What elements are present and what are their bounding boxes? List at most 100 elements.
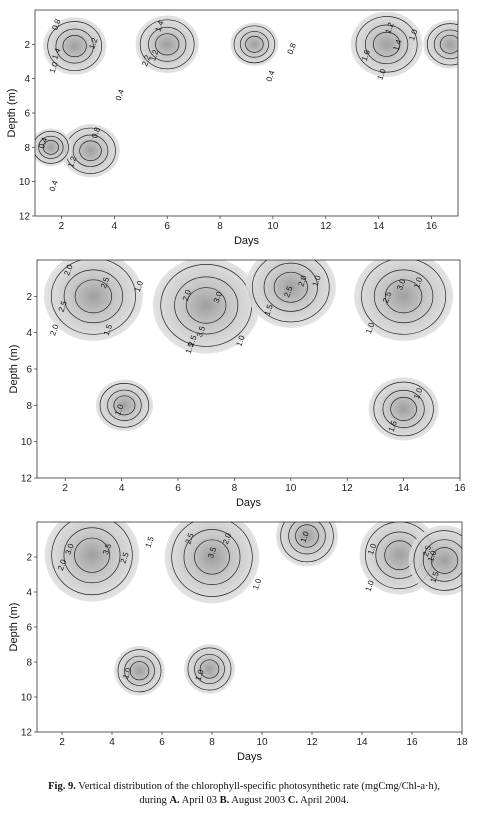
caption-prefix: during xyxy=(139,795,167,806)
contour-value-label: 1.0 xyxy=(251,577,263,591)
contour-value-label: 3.0 xyxy=(395,277,407,291)
contour-value-label: 3.0 xyxy=(64,542,76,556)
contour-line xyxy=(183,529,241,585)
x-tick-label: 8 xyxy=(209,737,215,748)
x-tick-label: 14 xyxy=(356,737,368,748)
x-tick-label: 6 xyxy=(175,483,181,494)
contour-line xyxy=(263,262,318,312)
shaded-region xyxy=(61,124,120,178)
contour-value-label: 0.4 xyxy=(114,88,126,102)
shaded-region xyxy=(350,11,423,77)
x-tick-label: 10 xyxy=(256,737,268,748)
contour-value-label: 1.0 xyxy=(48,60,60,74)
y-tick-label: 2 xyxy=(26,292,32,303)
caption-period-b: August 2003 xyxy=(231,795,286,806)
contour-value-label: 1.0 xyxy=(364,579,376,593)
contour-value-label: 1.5 xyxy=(429,570,441,584)
contour-line xyxy=(199,659,220,679)
caption-line-1: Fig. 9. Vertical distribution of the chl… xyxy=(0,780,488,794)
y-tick-label: 8 xyxy=(26,401,32,412)
contour-line xyxy=(390,396,417,421)
x-tick-label: 2 xyxy=(62,483,68,494)
contour-line xyxy=(129,661,150,681)
contour-line xyxy=(273,271,308,303)
caption-panel-a: A. xyxy=(169,795,180,806)
contour-line xyxy=(74,537,110,573)
shaded-region xyxy=(245,260,336,328)
contour-line xyxy=(186,287,227,324)
x-tick-label: 16 xyxy=(426,221,438,232)
contour-value-label: 0.8 xyxy=(90,125,102,139)
y-tick-label: 8 xyxy=(26,658,32,669)
contour-line xyxy=(42,140,59,155)
contour-line xyxy=(361,260,447,335)
contour-line xyxy=(148,26,187,62)
y-tick-label: 12 xyxy=(21,728,33,739)
contour-value-label: 1.5 xyxy=(184,341,196,355)
y-tick-label: 12 xyxy=(21,474,33,485)
contour-value-label: 2.2 xyxy=(140,53,152,67)
x-tick-label: 6 xyxy=(164,221,170,232)
x-axis-title: Days xyxy=(234,235,260,247)
contour-value-label: 1.0 xyxy=(121,666,133,680)
y-tick-label: 4 xyxy=(26,328,32,339)
contour-line xyxy=(62,35,87,58)
contour-value-label: 1.4 xyxy=(50,46,62,60)
x-tick-label: 4 xyxy=(112,221,118,232)
contour-value-label: 1.5 xyxy=(102,323,114,337)
contour-line xyxy=(373,269,434,324)
contour-value-label: 1.0 xyxy=(299,530,311,544)
contour-line xyxy=(124,655,155,686)
contour-line xyxy=(72,134,109,167)
y-tick-label: 4 xyxy=(24,74,30,85)
contour-value-label: 2.0 xyxy=(62,263,74,277)
contour-line xyxy=(171,522,253,597)
x-tick-label: 10 xyxy=(267,221,279,232)
y-tick-label: 2 xyxy=(24,40,30,51)
contour-line xyxy=(233,25,276,64)
contour-line xyxy=(47,21,102,71)
contour-value-label: 1.2 xyxy=(383,21,395,35)
contour-value-label: 2.5 xyxy=(421,544,433,558)
x-axis-title: Days xyxy=(237,751,263,763)
contour-value-label: 1.0 xyxy=(407,28,419,42)
shaded-region xyxy=(43,260,143,341)
caption-panel-c: C. xyxy=(287,795,299,806)
shaded-region xyxy=(368,377,439,441)
x-tick-label: 4 xyxy=(119,483,125,494)
caption-text-1: Vertical distribution of the chlorophyll… xyxy=(78,781,440,792)
contour-value-label: 2.5 xyxy=(282,285,294,299)
contour-line xyxy=(50,260,136,335)
contour-line xyxy=(364,24,409,65)
y-axis-title: Depth (m) xyxy=(8,603,20,652)
contour-line xyxy=(384,279,423,314)
x-tick-label: 12 xyxy=(306,737,318,748)
contour-value-label: 2.5 xyxy=(381,290,393,304)
contour-line xyxy=(422,539,462,582)
contour-value-label: 2.0 xyxy=(181,288,193,302)
y-tick-label: 6 xyxy=(24,109,30,120)
y-tick-label: 6 xyxy=(26,623,32,634)
y-tick-label: 10 xyxy=(21,437,33,448)
contour-line xyxy=(38,135,64,159)
contour-value-label: 1.0 xyxy=(426,549,438,563)
contour-value-label: 1.4 xyxy=(391,38,403,52)
contour-line xyxy=(51,522,133,596)
y-tick-label: 12 xyxy=(19,212,31,223)
shaded-region xyxy=(114,645,165,696)
contour-line xyxy=(373,381,434,437)
contour-line xyxy=(433,29,458,60)
contour-value-label: 2.0 xyxy=(296,274,308,288)
shaded-region xyxy=(152,260,260,354)
contour-line xyxy=(107,389,142,421)
shaded-region xyxy=(42,17,107,75)
x-tick-label: 16 xyxy=(406,737,418,748)
figure-caption: Fig. 9. Vertical distribution of the chl… xyxy=(0,780,488,808)
contour-line xyxy=(382,389,425,429)
caption-panel-b: B. xyxy=(219,795,230,806)
chart-panels: 0.81.21.41.01.41.22.20.80.40.41.21.61.41… xyxy=(6,9,468,763)
x-tick-label: 12 xyxy=(342,483,354,494)
y-tick-label: 8 xyxy=(24,143,30,154)
contour-value-label: 1.0 xyxy=(234,334,246,348)
